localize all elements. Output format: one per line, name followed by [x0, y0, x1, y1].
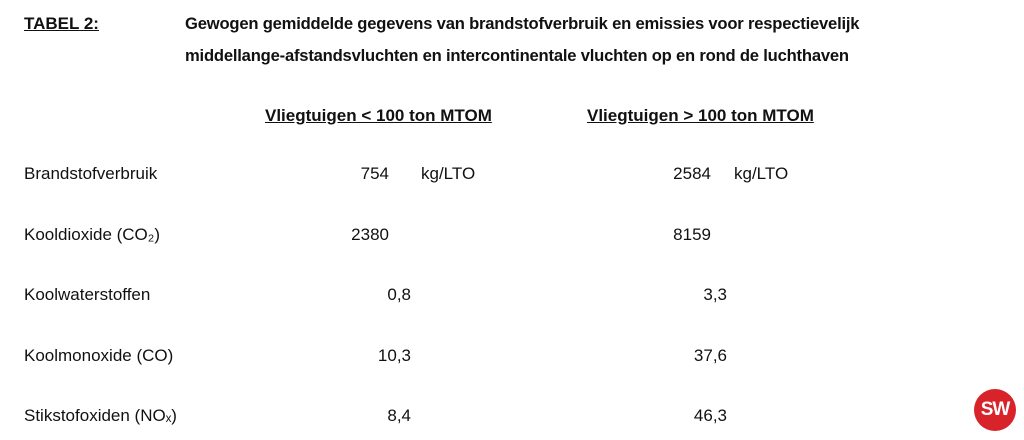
- row-label: Koolmonoxide (CO): [24, 345, 174, 365]
- row-label: Stikstofoxiden (NOₓ): [24, 406, 177, 425]
- cell-unit: kg/LTO: [734, 164, 789, 183]
- cell-unit: kg/LTO: [421, 164, 476, 183]
- cell-value: 0,8: [387, 285, 411, 304]
- table-label: TABEL 2:: [24, 14, 99, 33]
- title-line: middellange-afstandsvluchten en intercon…: [185, 46, 849, 65]
- column-header: Vliegtuigen < 100 ton MTOM: [265, 106, 492, 125]
- cell-value: 46,3: [693, 406, 727, 425]
- row-label: Kooldioxide (CO₂): [24, 224, 161, 244]
- cell-value: 37,6: [693, 345, 727, 365]
- cell-value: 8159: [673, 224, 711, 244]
- logo: SW: [974, 389, 1016, 431]
- cell-value: 754: [360, 164, 389, 183]
- column-header: Vliegtuigen > 100 ton MTOM: [587, 106, 814, 125]
- cell-value: 2380: [351, 224, 389, 244]
- cell-value: 2584: [673, 164, 711, 183]
- cell-value: 10,3: [377, 345, 411, 365]
- row-label: Koolwaterstoffen: [24, 285, 151, 304]
- cell-value: 8,4: [387, 406, 411, 425]
- cell-value: 3,3: [703, 285, 727, 304]
- row-label: Brandstofverbruik: [24, 164, 158, 183]
- title-line: Gewogen gemiddelde gegevens van brandsto…: [185, 14, 860, 33]
